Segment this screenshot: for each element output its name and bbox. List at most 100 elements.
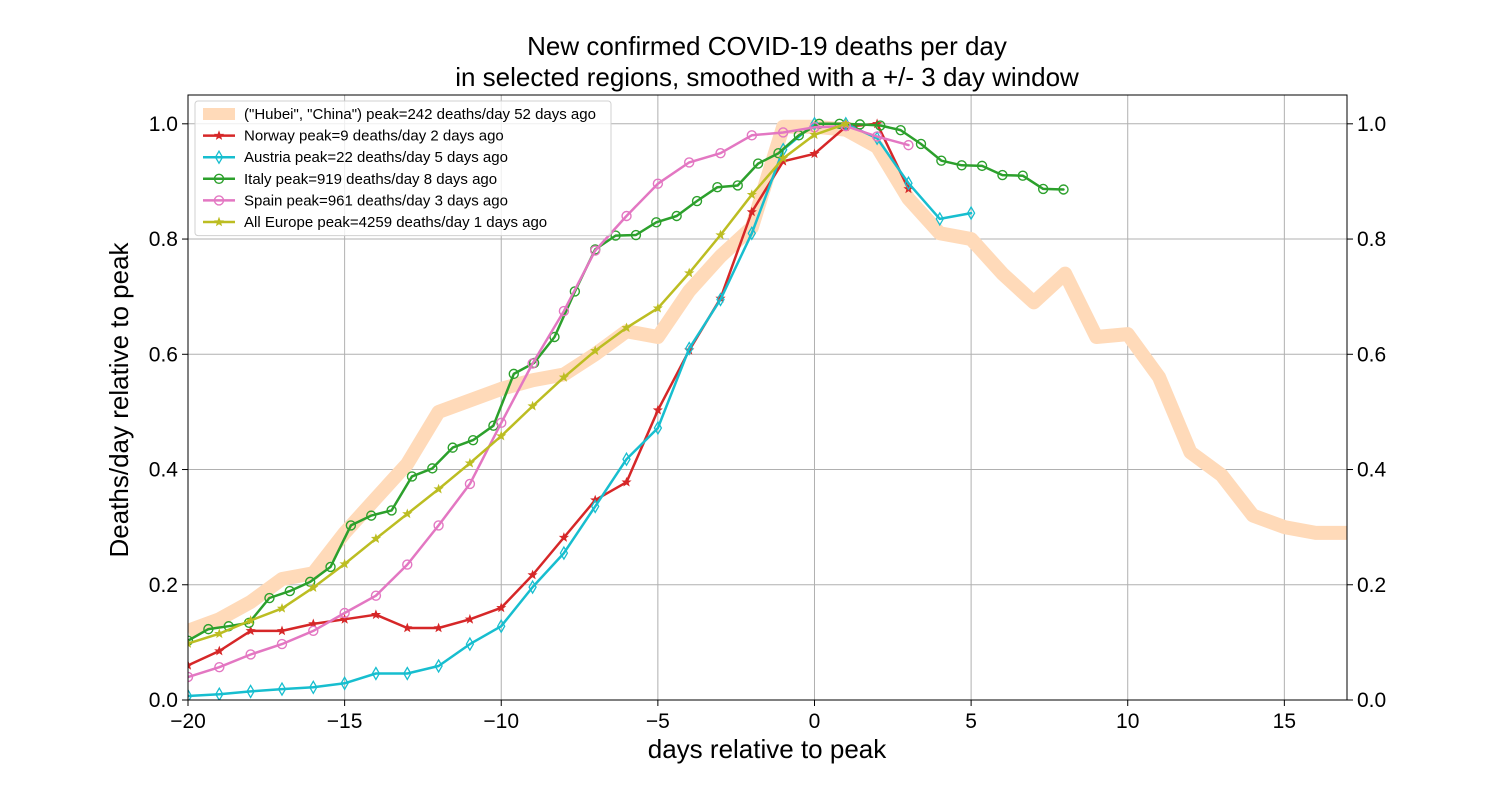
data-point: [284, 585, 296, 597]
data-point: [308, 625, 319, 637]
series-5: [188, 118, 851, 648]
y-tick-label-right: 0.6: [1357, 343, 1386, 366]
data-point: [188, 688, 193, 700]
data-point: [651, 217, 662, 228]
data-point: [434, 658, 443, 674]
data-point: [339, 613, 350, 624]
x-tick-label: 15: [1273, 710, 1296, 733]
data-point: [966, 205, 976, 221]
x-tick-label: −10: [483, 710, 519, 733]
data-point: [366, 510, 377, 521]
data-point: [245, 649, 256, 660]
data-point: [464, 457, 476, 468]
data-point: [339, 558, 350, 569]
data-point: [936, 155, 947, 166]
y-tick-label-left: 1.0: [149, 113, 178, 136]
data-point: [406, 471, 418, 482]
data-point: [264, 592, 275, 604]
data-point: [370, 533, 381, 543]
y-axis-label: Deaths/day relative to peak: [104, 241, 134, 557]
data-point: [590, 245, 601, 256]
data-point: [203, 623, 214, 635]
data-point: [527, 400, 538, 411]
series-4: [188, 120, 914, 683]
y-tick-label-right: 0.8: [1357, 228, 1386, 251]
data-point: [903, 139, 914, 151]
y-tick-label-left: 0.8: [149, 228, 178, 251]
data-point: [652, 178, 664, 189]
data-point: [245, 625, 256, 636]
data-point: [402, 622, 413, 633]
data-point: [325, 561, 336, 573]
data-point: [465, 636, 475, 652]
data-point: [528, 579, 537, 595]
data-point: [370, 609, 382, 620]
y-tick-label-right: 0.2: [1357, 574, 1386, 597]
data-point: [245, 615, 256, 625]
data-point: [276, 638, 288, 650]
data-point: [1058, 184, 1069, 195]
y-tick-label-right: 1.0: [1357, 113, 1386, 136]
series-1: [188, 118, 914, 670]
legend-entry: All Europe peak=4259 deaths/day 1 days a…: [203, 214, 547, 231]
data-point: [447, 442, 458, 453]
legend-entry: Italy peak=919 deaths/day 8 days ago: [203, 171, 497, 188]
data-point: [935, 211, 945, 227]
data-point: [427, 463, 438, 474]
data-point: [622, 451, 631, 467]
data-point: [904, 175, 913, 191]
data-point: [683, 157, 695, 168]
y-tick-label-left: 0.2: [149, 574, 178, 597]
data-point: [559, 545, 569, 561]
data-point: [621, 210, 632, 222]
data-point: [276, 625, 288, 636]
data-point: [875, 120, 886, 131]
data-point: [508, 368, 519, 380]
data-point: [214, 628, 225, 639]
data-point: [549, 331, 560, 343]
data-point: [652, 302, 663, 313]
data-point: [671, 210, 682, 222]
data-point: [732, 180, 743, 191]
data-point: [558, 305, 570, 317]
data-point: [339, 607, 350, 619]
y-tick-label-left: 0.4: [149, 459, 179, 482]
data-point: [309, 680, 318, 695]
legend-marker: [213, 130, 225, 140]
data-point: [464, 613, 476, 624]
data-point: [558, 532, 570, 542]
series-line: [188, 124, 910, 679]
data-point: [496, 618, 506, 634]
data-point: [621, 322, 632, 333]
data-point: [340, 676, 349, 691]
data-point: [915, 138, 927, 150]
data-point: [527, 358, 538, 369]
data-point: [345, 520, 357, 531]
data-point: [277, 681, 287, 697]
legend-marker: [213, 195, 225, 206]
legend: ("Hubei", "China") peak=242 deaths/day 5…: [194, 100, 612, 237]
series-line: [188, 122, 910, 667]
data-point: [715, 229, 726, 240]
legend-box: [194, 100, 612, 237]
data-point: [214, 645, 225, 656]
data-point: [527, 569, 538, 580]
data-point: [188, 660, 194, 670]
data-point: [308, 582, 319, 593]
legend-entry: Austria peak=22 deaths/day 5 days ago: [203, 149, 508, 166]
data-point: [569, 286, 581, 297]
data-point: [403, 666, 412, 681]
data-point: [188, 671, 194, 683]
data-point: [590, 499, 600, 514]
data-point: [467, 434, 479, 446]
plot-frame: [187, 94, 1348, 701]
data-point: [840, 118, 851, 129]
data-point: [276, 603, 288, 613]
data-point: [370, 590, 382, 601]
data-point: [976, 160, 988, 172]
data-point: [496, 417, 507, 429]
data-point: [402, 559, 413, 570]
data-point: [871, 131, 883, 142]
y-tick-label-right: 0.4: [1357, 459, 1387, 482]
data-point: [746, 189, 757, 199]
